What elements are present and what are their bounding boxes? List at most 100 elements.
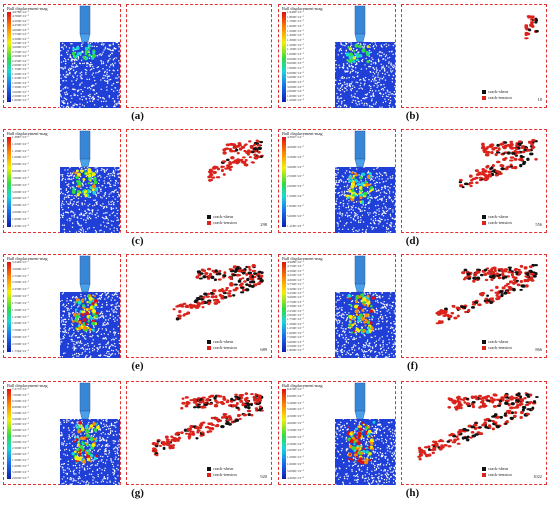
particle-void [63, 419, 65, 422]
particle-void [73, 93, 75, 95]
particle-void [386, 476, 388, 478]
particle-void [88, 64, 91, 66]
particle-void [115, 426, 117, 428]
particle-void [357, 230, 359, 233]
crack-shear-mark [526, 157, 530, 161]
particle-void [89, 467, 91, 470]
particle-void [64, 97, 67, 100]
particle-void [95, 217, 97, 219]
particle-void [383, 349, 385, 351]
particle-void [118, 46, 120, 48]
particle-void [353, 227, 355, 229]
particle-void [63, 102, 65, 105]
particle-void [63, 476, 65, 478]
displacement-hotspot [77, 172, 81, 177]
particle-void [334, 70, 336, 73]
particle-void [105, 216, 108, 218]
particle-void [112, 69, 114, 72]
particle-void [353, 215, 356, 218]
particle-void [112, 461, 114, 463]
particle-void [99, 107, 101, 109]
crack-tension-mark [530, 147, 535, 150]
legend-swatch-shear [482, 214, 486, 219]
crack-tension-mark [222, 173, 226, 176]
particle-void [388, 224, 391, 226]
displacement-hotspot [359, 175, 363, 180]
particle-void [85, 221, 87, 224]
crack-tension-mark [243, 280, 247, 283]
particle-void [378, 473, 380, 475]
particle-void [359, 84, 361, 87]
crack-shear-mark [496, 151, 501, 154]
particle-void [104, 445, 107, 447]
colorbar-tick-label: 4.5000×10⁻² [12, 422, 29, 427]
particle-void [381, 174, 384, 177]
particle-void [62, 208, 64, 211]
cutting-tool [79, 255, 91, 293]
particle-void [392, 211, 394, 213]
particle-void [117, 458, 120, 460]
crack-tension-mark [208, 427, 212, 430]
displacement-hotspot [360, 193, 364, 197]
displacement-hotspot [81, 298, 85, 301]
particle-void [73, 216, 75, 218]
particle-void [61, 224, 64, 226]
particle-void [340, 180, 343, 182]
particle-void [340, 194, 343, 196]
crack-tension-mark [195, 275, 200, 279]
crack-shear-mark [223, 296, 228, 299]
crack-shear-mark [251, 280, 256, 284]
particle-void [380, 88, 383, 91]
particle-void [104, 79, 106, 82]
particle-void [363, 104, 365, 106]
crack-tension-mark [158, 444, 162, 447]
step-count: 689 [260, 347, 267, 352]
crack-tension-mark [250, 413, 254, 417]
particle-void [98, 298, 100, 300]
particle-void [346, 77, 348, 79]
displacement-hotspot [81, 313, 85, 317]
particle-void [345, 336, 347, 339]
colorbar-tick-label: 3.5000×10⁻² [287, 286, 304, 291]
particle-void [380, 188, 383, 191]
particle-void [67, 460, 69, 463]
particle-void [391, 352, 393, 355]
particle-void [108, 450, 110, 452]
particle-void [64, 169, 66, 171]
particle-void [375, 323, 378, 325]
particle-void [371, 228, 374, 230]
particle-void [92, 205, 94, 207]
particle-void [375, 172, 378, 175]
crack-tension-mark [191, 433, 195, 436]
particle-void [107, 445, 109, 448]
particle-void [107, 297, 109, 299]
particle-void [63, 449, 66, 451]
particle-void [105, 428, 108, 431]
particle-void [62, 101, 64, 103]
particle-void [70, 43, 72, 45]
displacement-hotspot [86, 457, 91, 462]
particle-void [393, 355, 395, 357]
particle-void [393, 452, 396, 455]
colorbar-tick-label: 4.0000×10⁻² [287, 144, 304, 149]
crack-shear-mark [175, 317, 180, 321]
particle-void [62, 337, 64, 340]
particle-void [372, 62, 375, 64]
particle-void [350, 353, 352, 356]
crack-shear-mark [522, 160, 527, 164]
colorbar-title: Ball displacement-mag [282, 256, 323, 261]
crack-shear-mark [220, 425, 225, 429]
displacement-hotspot [87, 182, 91, 185]
colorbar-tick-label: 7.0000×10⁻² [12, 392, 29, 397]
particle-void [82, 184, 84, 187]
displacement-hotspot [363, 191, 368, 196]
particle-void [117, 182, 119, 184]
particle-void [62, 469, 64, 471]
crack-tension-mark [229, 168, 232, 171]
step-count: 556 [535, 222, 542, 227]
particle-void [341, 425, 344, 427]
particle-void [115, 446, 117, 448]
particle-void [101, 303, 104, 306]
particle-void [63, 482, 65, 484]
particle-void [108, 172, 110, 175]
